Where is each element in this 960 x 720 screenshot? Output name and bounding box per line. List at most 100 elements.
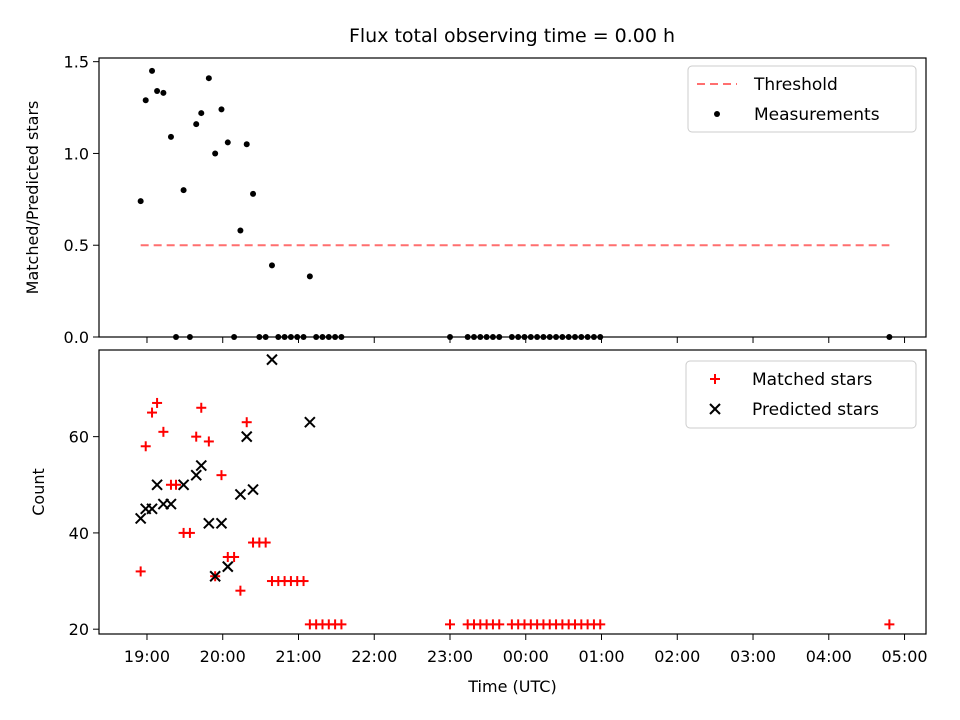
matched-point [158, 426, 169, 437]
measurement-point [287, 334, 294, 340]
legend-matched-marker [710, 374, 720, 384]
bottom-x-tick-label: 22:00 [351, 647, 397, 666]
matched-point [171, 479, 182, 490]
matched-point [241, 417, 252, 428]
predicted-point [190, 469, 202, 481]
measurement-point [886, 334, 893, 340]
predicted-point [247, 483, 259, 496]
measurement-point [515, 334, 522, 340]
matched-point [229, 551, 240, 562]
predicted-point [222, 560, 234, 573]
measurement-point [137, 198, 144, 205]
bottom-x-tick-label: 23:00 [427, 647, 473, 666]
predicted-point-b [241, 430, 253, 443]
matched-point [445, 619, 456, 630]
measurement-point [256, 334, 263, 340]
matched-point [147, 407, 158, 418]
legend-predicted-marker-b [709, 403, 721, 415]
measurement-point [534, 334, 541, 340]
predicted-point-b [247, 483, 259, 496]
predicted-point-b [151, 479, 163, 491]
bottom-legend-box [685, 360, 917, 429]
measurement-point [578, 334, 585, 340]
measurement-point [584, 334, 591, 340]
matched-point [184, 527, 195, 538]
legend-matched-label: Matched stars [752, 370, 872, 390]
top-legend-box [687, 65, 917, 133]
matched-point [196, 402, 207, 413]
measurement-point [173, 334, 180, 340]
measurement-point [597, 334, 604, 340]
matched-point [135, 566, 146, 577]
top-y-axis-label: Matched/Predicted stars [23, 101, 42, 295]
bottom-x-tick-label: 20:00 [200, 647, 246, 666]
measurement-point [224, 139, 231, 146]
matched-point [140, 441, 151, 452]
legend-threshold-label: Threshold [753, 75, 838, 95]
predicted-point [241, 430, 253, 443]
matched-point [336, 619, 347, 630]
top-y-tick-label: 1.5 [64, 53, 89, 72]
bottom-x-tick-label: 02:00 [654, 647, 700, 666]
measurement-point [180, 187, 187, 194]
predicted-point [165, 498, 177, 510]
matched-point [298, 576, 309, 587]
predicted-point-b [165, 498, 177, 510]
measurement-point [160, 89, 167, 96]
measurement-point [559, 334, 566, 340]
bottom-x-tick-label: 01:00 [578, 647, 624, 666]
legend-measurements-label: Measurements [754, 105, 880, 125]
top-y-tick-label: 0.0 [64, 328, 89, 347]
measurement-point [319, 334, 326, 340]
predicted-point [209, 570, 221, 582]
bottom-x-tick-label: 21:00 [275, 647, 321, 666]
legend-predicted-swatch [709, 403, 721, 415]
top-panel: 0.0 0.5 1.0 1.5 [64, 53, 927, 347]
measurement-point [508, 334, 515, 340]
measurement-point [154, 88, 161, 95]
measurement-point [496, 334, 503, 340]
measurement-point [565, 334, 572, 340]
predicted-point-b [146, 503, 158, 515]
measurement-point [521, 334, 528, 340]
measurement-point [198, 110, 205, 117]
predicted-point [266, 353, 278, 366]
legend-matched-swatch [710, 374, 720, 384]
predicted-point [234, 488, 247, 501]
measurement-point [231, 334, 238, 340]
measurement-point [464, 334, 471, 340]
figure-title: Flux total observing time = 0.00 h [349, 25, 675, 47]
measurement-point [306, 273, 313, 280]
predicted-point-b [266, 353, 278, 366]
predicted-point-b [177, 479, 190, 491]
measurement-point [281, 334, 288, 340]
predicted-point-b [304, 416, 316, 428]
bottom-y-axis-label: Count [29, 468, 48, 516]
matched-point [216, 470, 227, 481]
legend-measurements-swatch [714, 111, 720, 117]
bottom-x-tick-label: 04:00 [806, 647, 852, 666]
x-axis-label: Time (UTC) [467, 677, 556, 696]
top-y-tick-label: 0.5 [64, 236, 89, 255]
measurement-point [332, 334, 339, 340]
measurement-point [313, 334, 320, 340]
measurement-point [167, 133, 174, 140]
matched-point [203, 436, 214, 447]
measurement-point [205, 75, 212, 82]
measurement-point [275, 334, 282, 340]
bottom-panel: 20 40 60 19:00 20:00 21:00 22:00 23:00 00:00 01:0… [69, 349, 928, 666]
measurement-point [540, 334, 547, 340]
bottom-plot-frame [98, 349, 927, 635]
predicted-point [203, 517, 215, 529]
measurement-point [483, 334, 490, 340]
predicted-point-b [190, 469, 202, 481]
predicted-point-b [234, 488, 247, 501]
measurement-point [489, 334, 496, 340]
measurement-point [338, 334, 345, 340]
matched-point [595, 619, 606, 630]
predicted-point [134, 512, 147, 525]
measurement-point [193, 121, 200, 128]
bottom-y-tick-label: 60 [69, 428, 89, 447]
measurement-point [447, 334, 454, 340]
